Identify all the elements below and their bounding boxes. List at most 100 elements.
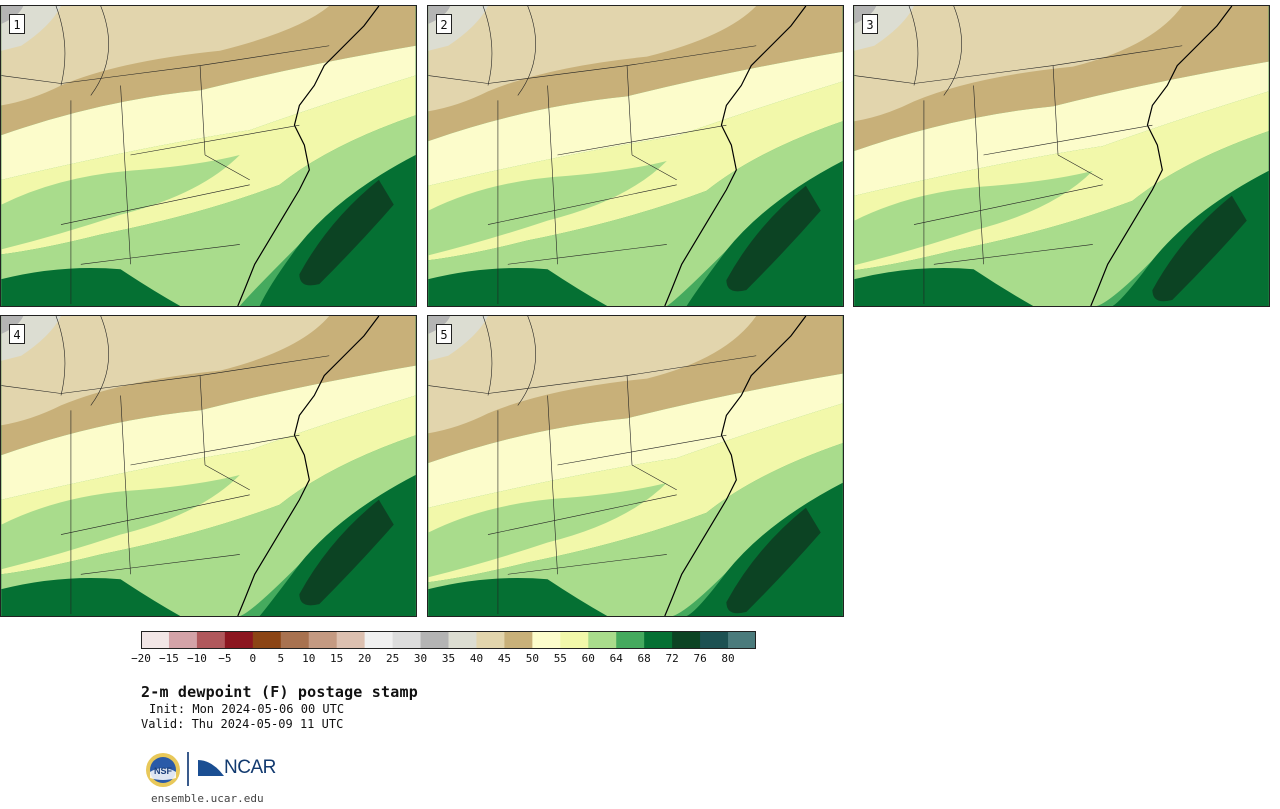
colorbar-tick-label: 45: [497, 652, 512, 665]
band-50-55: [854, 61, 1269, 196]
state-borders: [428, 6, 757, 305]
colorbar-tick-label: 68: [637, 652, 651, 665]
colorbar-swatch: [728, 631, 756, 649]
coastline: [237, 6, 380, 306]
colorbar-tick-label: 30: [413, 652, 428, 665]
dewpoint-map: [428, 6, 843, 306]
colorbar-swatch: [672, 631, 701, 649]
band-60-64-south: [428, 121, 843, 306]
colorbar-swatch: [364, 631, 394, 649]
band-60-64-south: [854, 131, 1269, 306]
coastline: [237, 316, 380, 616]
gulf-coast-moist: [1, 578, 181, 616]
band-60-64-south: [1, 115, 416, 306]
colorbar-swatch: [448, 631, 477, 649]
colorbar-swatch: [392, 631, 422, 649]
band-60-64: [854, 170, 1093, 266]
state-borders: [854, 6, 1183, 305]
colorbar-swatch: [308, 631, 338, 649]
colorbar: [141, 631, 756, 649]
colorbar-swatch: [532, 631, 561, 649]
ncar-logo-text: NCAR: [224, 757, 276, 778]
coastline: [664, 6, 807, 306]
ensemble-member-map-2: 2: [427, 5, 844, 307]
colorbar-tick-label: 40: [469, 652, 484, 665]
coastline: [664, 316, 807, 616]
band-60-64: [428, 160, 667, 256]
state-borders: [428, 316, 757, 615]
colorbar-tick-label: 55: [553, 652, 567, 665]
dewpoint-map: [1, 316, 416, 616]
ensemble-member-map-3: 3: [853, 5, 1270, 307]
band-40-45: [854, 6, 1183, 122]
band-40-45: [1, 316, 330, 426]
dewpoint-map: [854, 6, 1269, 306]
band-72-76: [299, 179, 394, 286]
colorbar-swatch: [196, 631, 226, 649]
gulf-coast-moist: [428, 268, 608, 306]
band-50-55: [1, 45, 416, 180]
band-72-76: [726, 185, 821, 292]
colorbar-swatch: [560, 631, 589, 649]
colorbar-tick-label: 25: [385, 652, 400, 665]
colorbar-swatch: [420, 631, 449, 649]
coastline: [1090, 6, 1233, 306]
gulf-coast-moist: [1, 268, 181, 306]
band-50-55: [428, 51, 843, 186]
ensemble-member-map-4: 4: [0, 315, 417, 617]
colorbar-tick-label: 10: [302, 652, 316, 665]
member-label: 3: [862, 14, 878, 34]
colorbar-tick-label: −15: [159, 652, 179, 665]
colorbar-tick-label: −5: [218, 652, 232, 665]
plot-title: 2-m dewpoint (F) postage stamp: [141, 683, 418, 701]
colorbar-swatch: [644, 631, 673, 649]
valid-time: Valid: Thu 2024-05-09 11 UTC: [141, 717, 344, 731]
colorbar-swatch: [224, 631, 254, 649]
colorbar-tick-label: 50: [525, 652, 539, 665]
band-72-76: [726, 507, 821, 614]
colorbar-tick-label: 60: [581, 652, 595, 665]
colorbar-tick-label: 20: [358, 652, 372, 665]
ensemble-member-map-5: 5: [427, 315, 844, 617]
colorbar-tick-label: −20: [131, 652, 151, 665]
logo-divider: [187, 752, 189, 786]
ncar-logo-mark: [198, 760, 224, 776]
colorbar-tick-label: 64: [609, 652, 623, 665]
colorbar-tick-label: 5: [277, 652, 285, 665]
colorbar-tick-label: 80: [721, 652, 735, 665]
site-url[interactable]: ensemble.ucar.edu: [151, 792, 264, 805]
band-50-55: [428, 373, 843, 508]
colorbar-swatch: [252, 631, 282, 649]
gulf-coast-moist: [428, 578, 608, 616]
band-72-76: [1152, 195, 1247, 302]
init-time: Init: Mon 2024-05-06 00 UTC: [149, 702, 345, 716]
band-40-45: [428, 6, 757, 112]
band-40-45: [1, 6, 330, 106]
member-label: 4: [9, 324, 25, 344]
nsf-logo: NSF: [146, 753, 180, 787]
colorbar-swatch: [616, 631, 645, 649]
band-60-64: [1, 155, 240, 250]
colorbar-tick-label: 15: [330, 652, 344, 665]
gulf-coast-moist: [854, 268, 1034, 306]
nsf-logo-text: NSF: [154, 766, 173, 776]
colorbar-swatch: [700, 631, 729, 649]
colorbar-border: [141, 631, 756, 649]
colorbar-swatch: [168, 631, 198, 649]
colorbar-tick-label: −10: [186, 652, 207, 665]
colorbar-swatch: [476, 631, 505, 649]
colorbar-tick-label: 35: [441, 652, 456, 665]
state-borders: [1, 6, 330, 305]
colorbar-swatch: [588, 631, 617, 649]
colorbar-swatch: [141, 631, 170, 649]
colorbar-tick-label: 72: [665, 652, 679, 665]
colorbar-tick-label: 76: [693, 652, 707, 665]
ensemble-member-map-1: 1: [0, 5, 417, 307]
colorbar-ticks: −20 −15 −10 −5 0 5 10 15 20 25 30 35 40 45 50 55 60 64 68 7…: [131, 652, 756, 666]
band-60-64: [428, 482, 667, 578]
colorbar-swatch: [504, 631, 533, 649]
colorbar-swatch: [336, 631, 366, 649]
member-label: 1: [9, 14, 25, 34]
colorbar-tick-label: 0: [249, 652, 257, 665]
band-60-64-south: [1, 435, 416, 616]
